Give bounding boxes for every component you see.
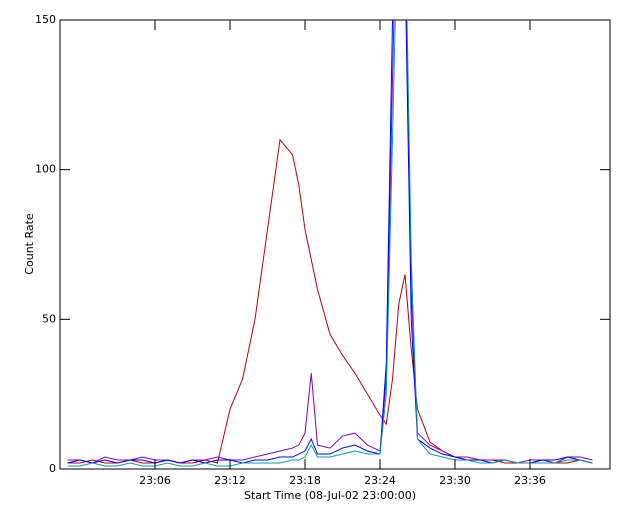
x-tick-label: 23:24	[364, 474, 396, 487]
series-line	[67, 138, 593, 464]
y-tick-label: 100	[35, 163, 56, 176]
plot-frame	[59, 19, 611, 470]
y-tick-label: 150	[35, 13, 56, 26]
y-tick-label: 50	[42, 312, 56, 325]
x-tick-label: 23:36	[514, 474, 546, 487]
plot-lines	[67, 20, 593, 467]
x-tick-label: 23:30	[439, 474, 471, 487]
y-tick-label: 0	[49, 462, 56, 475]
x-tick-label: 23:18	[289, 474, 321, 487]
series-line	[67, 20, 593, 467]
y-axis-label: Count Rate	[23, 213, 36, 275]
series-line	[67, 20, 593, 464]
x-axis-label: Start Time (08-Jul-02 23:00:00)	[244, 489, 416, 502]
x-tick-label: 23:06	[139, 474, 171, 487]
x-tick-label: 23:12	[214, 474, 246, 487]
series-line	[67, 20, 593, 464]
